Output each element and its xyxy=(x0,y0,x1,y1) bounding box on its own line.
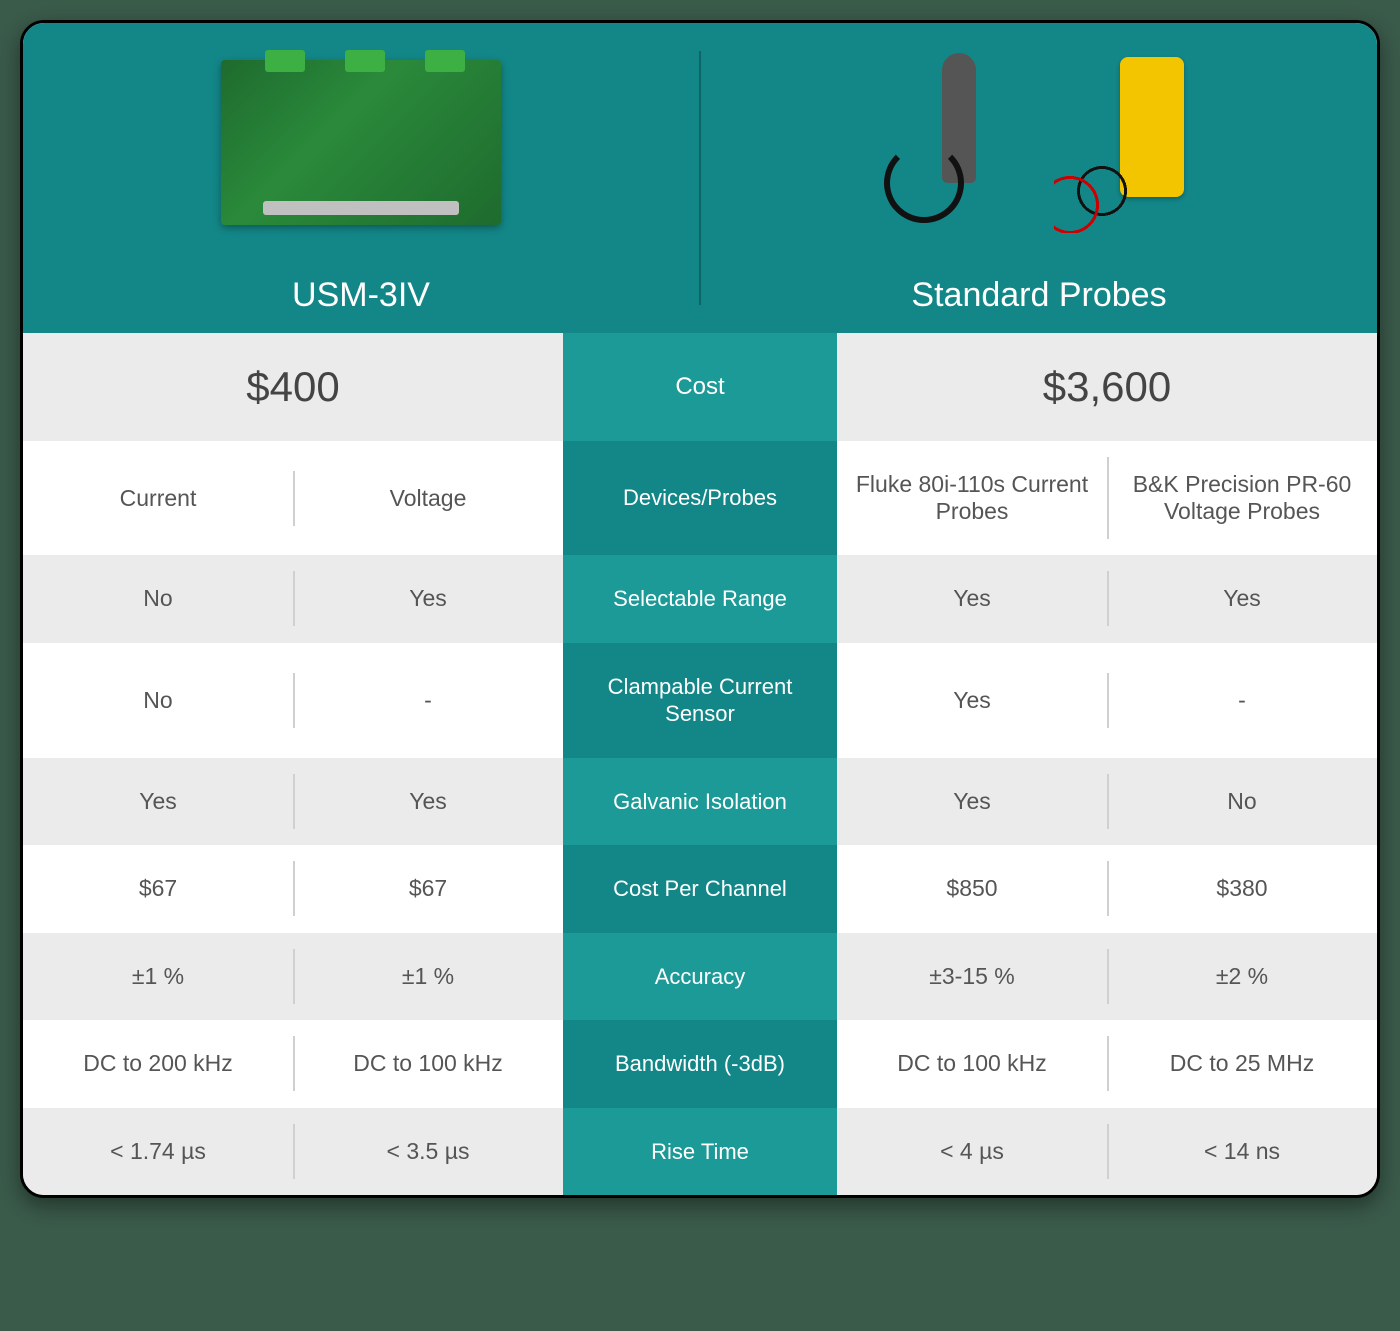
row-label: Rise Time xyxy=(563,1108,837,1196)
table-row: No-Clampable Current SensorYes- xyxy=(23,643,1377,758)
cell: < 4 µs xyxy=(837,1108,1107,1195)
cost-right: $3,600 xyxy=(837,333,1377,441)
header-left: USM-3IV xyxy=(23,23,699,333)
cell: Yes xyxy=(837,657,1107,744)
row-right: DC to 100 kHzDC to 25 MHz xyxy=(837,1020,1377,1108)
row-label: Galvanic Isolation xyxy=(563,758,837,846)
comparison-table: $400 Cost $3,600 CurrentVoltageDevices/P… xyxy=(23,333,1377,1195)
cell: Yes xyxy=(23,758,293,845)
row-left: DC to 200 kHzDC to 100 kHz xyxy=(23,1020,563,1108)
row-label: Accuracy xyxy=(563,933,837,1021)
cell: No xyxy=(23,657,293,744)
cost-label: Cost xyxy=(563,333,837,441)
row-right: Fluke 80i-110s Current ProbesB&K Precisi… xyxy=(837,441,1377,555)
cell: - xyxy=(293,657,563,744)
cell: < 1.74 µs xyxy=(23,1108,293,1195)
cell: DC to 25 MHz xyxy=(1107,1020,1377,1107)
cost-left-value: $400 xyxy=(23,333,563,441)
cost-right-value: $3,600 xyxy=(837,333,1377,441)
cell: Yes xyxy=(837,758,1107,845)
cell: Fluke 80i-110s Current Probes xyxy=(837,441,1107,555)
cell: $67 xyxy=(23,845,293,932)
table-row: CurrentVoltageDevices/ProbesFluke 80i-11… xyxy=(23,441,1377,555)
cell: ±3-15 % xyxy=(837,933,1107,1020)
cell: ±1 % xyxy=(293,933,563,1020)
cell: B&K Precision PR-60 Voltage Probes xyxy=(1107,441,1377,555)
cell: Voltage xyxy=(293,455,563,542)
cell: $380 xyxy=(1107,845,1377,932)
cell: ±1 % xyxy=(23,933,293,1020)
row-left: < 1.74 µs< 3.5 µs xyxy=(23,1108,563,1196)
cell: No xyxy=(1107,758,1377,845)
comparison-card: USM-3IV Standard Probes $400 Cost $3,600 xyxy=(20,20,1380,1198)
row-label: Clampable Current Sensor xyxy=(563,643,837,758)
voltage-meter-icon xyxy=(1074,53,1194,233)
row-right: YesYes xyxy=(837,555,1377,643)
row-label: Selectable Range xyxy=(563,555,837,643)
cell: DC to 100 kHz xyxy=(837,1020,1107,1107)
table-row: YesYesGalvanic IsolationYesNo xyxy=(23,758,1377,846)
row-label: Bandwidth (-3dB) xyxy=(563,1020,837,1108)
product-title-right: Standard Probes xyxy=(911,276,1166,315)
cell: Yes xyxy=(293,758,563,845)
row-right: $850$380 xyxy=(837,845,1377,933)
row-right: ±3-15 %±2 % xyxy=(837,933,1377,1021)
cell: - xyxy=(1107,657,1377,744)
cell: Yes xyxy=(1107,555,1377,642)
product-title-left: USM-3IV xyxy=(292,276,430,315)
cell: No xyxy=(23,555,293,642)
cell: DC to 200 kHz xyxy=(23,1020,293,1107)
table-row: < 1.74 µs< 3.5 µsRise Time< 4 µs< 14 ns xyxy=(23,1108,1377,1196)
row-left: $67$67 xyxy=(23,845,563,933)
product-image-right xyxy=(701,23,1377,262)
row-left: NoYes xyxy=(23,555,563,643)
table-row: ±1 %±1 %Accuracy±3-15 %±2 % xyxy=(23,933,1377,1021)
cell: $850 xyxy=(837,845,1107,932)
row-right: YesNo xyxy=(837,758,1377,846)
cost-left: $400 xyxy=(23,333,563,441)
row-left: CurrentVoltage xyxy=(23,441,563,555)
cell: < 14 ns xyxy=(1107,1108,1377,1195)
row-right: < 4 µs< 14 ns xyxy=(837,1108,1377,1196)
row-right: Yes- xyxy=(837,643,1377,758)
cell: Yes xyxy=(837,555,1107,642)
row-left: ±1 %±1 % xyxy=(23,933,563,1021)
cell: $67 xyxy=(293,845,563,932)
table-row: NoYesSelectable RangeYesYes xyxy=(23,555,1377,643)
cell: < 3.5 µs xyxy=(293,1108,563,1195)
row-label: Devices/Probes xyxy=(563,441,837,555)
row-left: No- xyxy=(23,643,563,758)
header-right: Standard Probes xyxy=(701,23,1377,333)
table-row: $67$67Cost Per Channel$850$380 xyxy=(23,845,1377,933)
cell: Current xyxy=(23,455,293,542)
cell: Yes xyxy=(293,555,563,642)
header: USM-3IV Standard Probes xyxy=(23,23,1377,333)
cell: DC to 100 kHz xyxy=(293,1020,563,1107)
row-left: YesYes xyxy=(23,758,563,846)
product-image-left xyxy=(23,23,699,262)
pcb-board-icon xyxy=(221,60,501,225)
row-label: Cost Per Channel xyxy=(563,845,837,933)
row-cost: $400 Cost $3,600 xyxy=(23,333,1377,441)
current-clamp-icon xyxy=(884,53,1034,233)
table-row: DC to 200 kHzDC to 100 kHzBandwidth (-3d… xyxy=(23,1020,1377,1108)
cell: ±2 % xyxy=(1107,933,1377,1020)
